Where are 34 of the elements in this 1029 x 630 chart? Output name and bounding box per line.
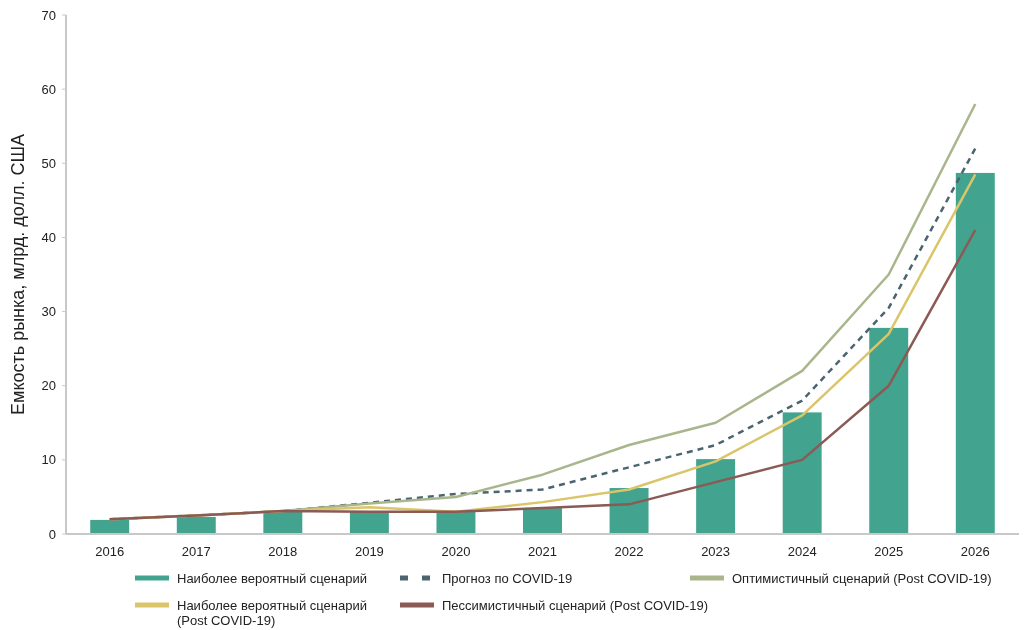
y-tick-label: 0 bbox=[48, 526, 56, 542]
x-tick-label: 2021 bbox=[528, 544, 557, 559]
bar bbox=[869, 327, 909, 534]
bar bbox=[523, 508, 562, 534]
y-tick-label: 60 bbox=[41, 81, 56, 97]
legend-label: Пессимистичный сценарий (Post COVID-19) bbox=[442, 597, 708, 613]
x-tick-label: 2016 bbox=[95, 544, 125, 559]
x-tick-label: 2018 bbox=[268, 544, 298, 559]
bar bbox=[782, 412, 822, 534]
bar bbox=[176, 516, 216, 534]
x-tick-label: 2019 bbox=[354, 544, 384, 559]
line-series bbox=[108, 228, 977, 521]
y-tick-label: 50 bbox=[41, 155, 56, 171]
x-tick-label: 2017 bbox=[181, 544, 211, 559]
y-tick-label: 10 bbox=[41, 452, 56, 468]
x-tick-label: 2025 bbox=[874, 544, 904, 559]
legend-label: Наиболее вероятный сценарий bbox=[177, 570, 367, 586]
x-tick-label: 2023 bbox=[701, 544, 731, 559]
legend-label: Прогноз по COVID-19 bbox=[442, 570, 573, 586]
y-tick-label: 30 bbox=[41, 304, 56, 320]
bar bbox=[955, 172, 995, 534]
y-axis-title: Емкость рынка, млрд. долл. США bbox=[8, 134, 28, 415]
legend-label: Оптимистичный сценарий (Post COVID-19) bbox=[732, 570, 992, 586]
bar bbox=[263, 511, 303, 534]
x-tick-label: 2020 bbox=[441, 544, 471, 559]
legend-label: Наиболее вероятный сценарий (Post COVID-19) bbox=[177, 597, 367, 629]
x-tick-label: 2022 bbox=[614, 544, 644, 559]
y-tick-label: 20 bbox=[41, 378, 56, 394]
x-tick-label: 2024 bbox=[787, 544, 817, 559]
x-tick-label: 2026 bbox=[960, 544, 990, 559]
y-tick-label: 40 bbox=[41, 229, 56, 245]
y-tick-label: 70 bbox=[41, 7, 56, 23]
bar bbox=[696, 459, 736, 534]
bar bbox=[90, 519, 130, 534]
